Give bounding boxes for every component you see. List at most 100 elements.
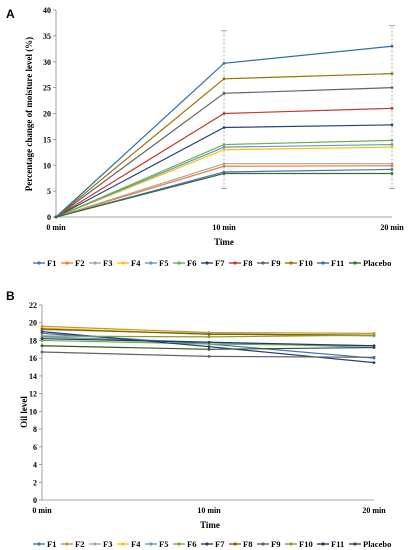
data-point-f5 xyxy=(390,143,394,146)
oil-y-axis-ticks: 0 2 4 6 8 10 12 14 16 18 20 22 xyxy=(29,301,42,505)
data-point-f7 xyxy=(40,330,44,333)
series-line-f4 xyxy=(55,146,393,218)
data-point-f2 xyxy=(390,164,394,168)
y-tick-label: 0 xyxy=(33,496,37,505)
data-point-placebo xyxy=(54,215,58,219)
legend-marker xyxy=(149,261,153,265)
legend-marker xyxy=(261,261,265,265)
data-point-f4 xyxy=(222,148,226,152)
y-tick-label: 22 xyxy=(29,301,37,310)
legend-marker xyxy=(205,261,209,265)
data-point-f11 xyxy=(40,337,44,341)
legend-label: F4 xyxy=(131,258,141,268)
legend-item-f7: F7 xyxy=(201,539,225,549)
data-point-f10 xyxy=(222,77,226,81)
data-point-f8 xyxy=(40,327,44,331)
legend-item-f11: F11 xyxy=(317,539,344,549)
legend-marker xyxy=(261,542,265,546)
legend-item-f8: F8 xyxy=(229,258,252,268)
data-point-f7 xyxy=(207,345,211,349)
y-tick-label: 6 xyxy=(33,443,37,452)
oil-y-axis-title: Oil level xyxy=(19,396,29,428)
legend-marker xyxy=(289,542,293,546)
legend-item-f5: F5 xyxy=(145,258,168,268)
y-tick-label: 20 xyxy=(43,110,51,119)
moisture-y-axis-title: Percentage change of moisture level (%) xyxy=(24,37,34,191)
data-point-f11 xyxy=(207,340,211,344)
legend-marker xyxy=(37,261,41,265)
y-tick-label: 10 xyxy=(29,407,37,416)
moisture-x-axis-ticks: 0 min 10 min 20 min xyxy=(46,223,404,232)
legend-item-f9: F9 xyxy=(257,539,280,549)
x-tick-label: 20 min xyxy=(362,506,386,515)
y-tick-label: 10 xyxy=(43,161,51,170)
legend-label: F2 xyxy=(75,258,84,268)
legend-label: F8 xyxy=(243,258,252,268)
moisture-y-axis-ticks: 0 5 10 15 20 25 30 35 40 xyxy=(43,6,56,222)
legend-marker xyxy=(321,261,325,265)
y-tick-label: 0 xyxy=(47,213,51,222)
legend-label: Placebo xyxy=(363,539,391,549)
legend-marker xyxy=(177,261,181,265)
y-tick-label: 5 xyxy=(47,187,51,196)
legend-label: Placebo xyxy=(363,258,391,268)
legend-item-f2: F2 xyxy=(61,258,84,268)
oil-x-axis-title: Time xyxy=(200,520,220,530)
legend-marker xyxy=(353,542,357,546)
legend-label: F6 xyxy=(187,539,196,549)
legend-item-f2: F2 xyxy=(61,539,84,549)
data-point-f6 xyxy=(222,143,226,146)
legend-label: F7 xyxy=(215,258,225,268)
data-point-f10 xyxy=(390,72,394,76)
oil-x-axis-ticks: 0 min 10 min 20 min xyxy=(32,506,386,515)
legend-item-f8: F8 xyxy=(229,539,252,549)
legend-marker xyxy=(149,542,153,546)
data-point-f7 xyxy=(222,126,226,129)
moisture-chart: A 0 5 10 15 20 25 30 35 40 0 min 10 min 20 min Tim… xyxy=(6,6,404,268)
legend-label: F1 xyxy=(47,539,56,549)
y-tick-label: 18 xyxy=(29,336,37,345)
data-point-f9 xyxy=(222,91,226,95)
data-point-f2 xyxy=(222,164,226,168)
legend-label: F7 xyxy=(215,539,225,549)
legend-marker xyxy=(121,542,125,546)
y-tick-label: 25 xyxy=(43,84,51,93)
legend-marker xyxy=(205,542,209,546)
data-point-f8 xyxy=(207,332,211,336)
y-tick-label: 40 xyxy=(43,6,51,15)
y-tick-label: 20 xyxy=(29,319,37,328)
y-tick-label: 15 xyxy=(43,135,51,144)
data-point-f3 xyxy=(222,162,226,166)
legend-item-f6: F6 xyxy=(173,258,196,268)
moisture-series xyxy=(54,44,394,219)
x-tick-label: 0 min xyxy=(46,223,66,232)
x-tick-label: 10 min xyxy=(212,223,236,232)
legend-item-f4: F4 xyxy=(117,258,141,268)
data-point-f1 xyxy=(390,167,394,171)
legend-label: F9 xyxy=(271,539,280,549)
data-point-f9 xyxy=(390,86,394,90)
legend-item-placebo: Placebo xyxy=(349,539,391,549)
data-point-f9 xyxy=(372,355,376,359)
legend-marker xyxy=(321,542,325,546)
legend-item-f1: F1 xyxy=(33,539,56,549)
data-point-placebo xyxy=(207,347,211,351)
y-tick-label: 16 xyxy=(29,354,37,363)
legend-marker xyxy=(121,261,125,265)
y-tick-label: 35 xyxy=(43,32,51,41)
oil-series xyxy=(40,324,376,365)
data-point-f10 xyxy=(207,335,211,339)
data-point-f7 xyxy=(372,361,376,365)
data-point-f9 xyxy=(207,355,211,358)
moisture-axes xyxy=(55,10,392,218)
data-point-f9 xyxy=(40,350,44,354)
legend-marker xyxy=(93,542,97,546)
legend-marker xyxy=(65,542,69,546)
legend-marker xyxy=(177,542,181,546)
y-tick-label: 12 xyxy=(29,390,37,399)
legend-item-f6: F6 xyxy=(173,539,196,549)
y-tick-label: 8 xyxy=(33,425,37,434)
legend-item-f9: F9 xyxy=(257,258,280,268)
